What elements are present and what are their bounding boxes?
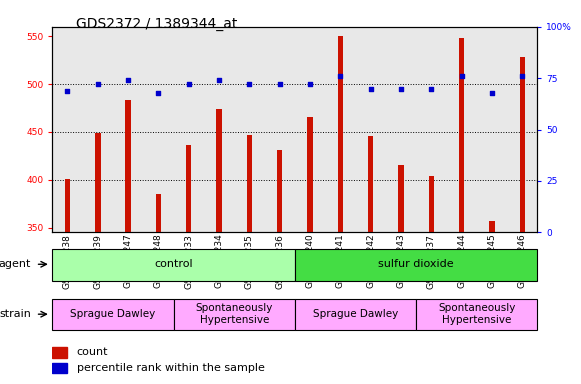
Point <box>457 73 467 79</box>
Bar <box>125 99 131 232</box>
Bar <box>95 133 101 232</box>
Bar <box>416 300 537 330</box>
Point <box>487 89 497 96</box>
Bar <box>398 166 404 232</box>
Bar <box>307 117 313 232</box>
Bar <box>247 135 252 232</box>
Text: Sprague Dawley: Sprague Dawley <box>70 309 156 319</box>
Text: strain: strain <box>0 309 31 319</box>
Text: control: control <box>155 259 193 269</box>
Point <box>336 73 345 79</box>
Text: Sprague Dawley: Sprague Dawley <box>313 309 398 319</box>
Point <box>93 81 102 88</box>
Bar <box>52 300 174 330</box>
Bar <box>52 363 67 373</box>
Point <box>366 86 375 92</box>
Bar <box>64 179 70 232</box>
Bar <box>489 221 494 232</box>
Point <box>245 81 254 88</box>
Bar <box>277 150 282 232</box>
Point <box>275 81 284 88</box>
Bar <box>156 194 161 232</box>
Bar <box>174 300 295 330</box>
Point <box>184 81 193 88</box>
Bar <box>459 38 464 232</box>
Bar <box>368 136 374 232</box>
Point <box>154 89 163 96</box>
Point <box>518 73 527 79</box>
Text: sulfur dioxide: sulfur dioxide <box>378 259 454 269</box>
Text: Spontaneously
Hypertensive: Spontaneously Hypertensive <box>196 303 273 325</box>
Text: GDS2372 / 1389344_at: GDS2372 / 1389344_at <box>76 17 237 31</box>
Point <box>63 88 72 94</box>
Bar <box>52 347 67 358</box>
Point <box>214 77 224 83</box>
Bar <box>519 58 525 232</box>
Text: percentile rank within the sample: percentile rank within the sample <box>77 363 264 373</box>
Bar <box>295 250 537 280</box>
Bar <box>186 146 192 232</box>
Point <box>306 81 315 88</box>
Bar <box>338 36 343 232</box>
Bar <box>52 250 295 280</box>
Bar <box>429 176 434 232</box>
Point <box>396 86 406 92</box>
Point <box>426 86 436 92</box>
Text: count: count <box>77 347 108 358</box>
Text: Spontaneously
Hypertensive: Spontaneously Hypertensive <box>438 303 515 325</box>
Bar <box>295 300 416 330</box>
Point <box>123 77 132 83</box>
Text: agent: agent <box>0 259 31 269</box>
Bar <box>216 109 222 232</box>
